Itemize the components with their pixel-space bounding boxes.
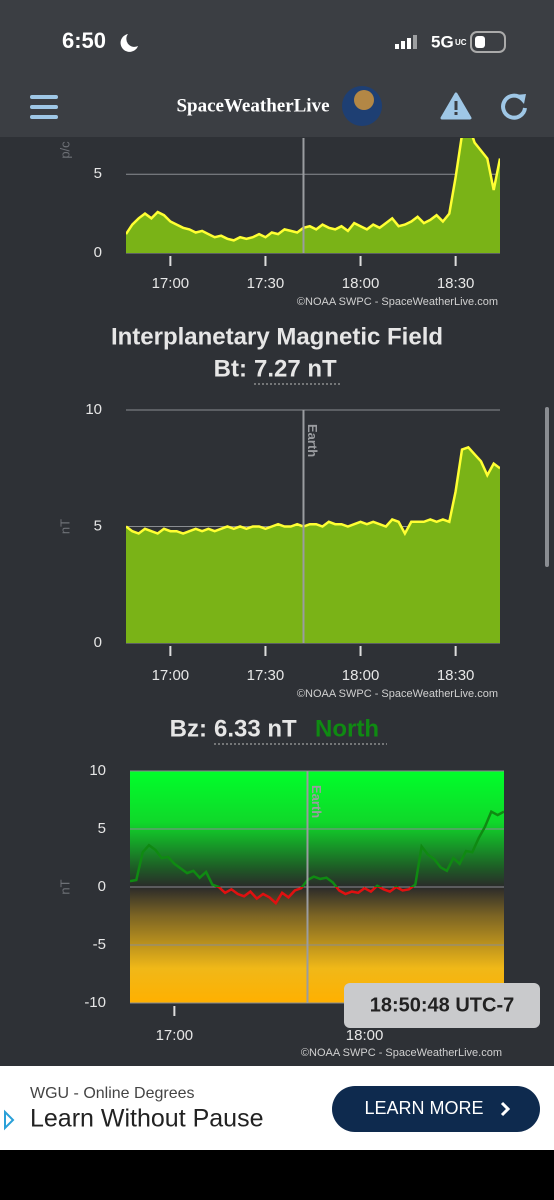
charts: 0 5 p/c 17:00 17:30 18:00 18:30 ©NOAA SWPC - Sp… (57, 138, 504, 1059)
bz-value: 6.33 nT (214, 715, 297, 742)
moon-icon (120, 34, 138, 52)
area (126, 447, 500, 643)
battery (470, 31, 506, 53)
y-tick-label: 10 (89, 762, 106, 779)
network: 5G (431, 32, 454, 51)
subtitle-label: Bt: (214, 355, 247, 382)
x-tick-label: 17:30 (247, 667, 285, 684)
chart-title: Interplanetary Magnetic Field (111, 323, 443, 350)
bz-direction: North (315, 715, 379, 742)
top-bar (0, 0, 554, 137)
menu-button[interactable] (30, 95, 58, 119)
y-tick-label: -5 (93, 936, 106, 953)
clock: 6:50 (62, 28, 106, 53)
x-tick-label: 18:30 (437, 275, 475, 292)
line (126, 138, 500, 242)
source-credit: ©NOAA SWPC - SpaceWeatherLive.com (297, 688, 498, 700)
alert-mark (454, 101, 458, 110)
y-tick-label: -10 (84, 994, 106, 1011)
x-tick-label: 18:00 (346, 1027, 384, 1044)
earth-label: Earth (305, 424, 320, 457)
network-sub: UC (455, 38, 467, 47)
line (126, 445, 500, 537)
ad-chevron (500, 1101, 511, 1117)
x-tick-label: 18:00 (342, 667, 380, 684)
y-tick-label: 5 (94, 517, 102, 534)
alert-dot (454, 112, 458, 115)
ad-button-text: LEARN MORE (364, 1098, 483, 1118)
x-tick-label: 17:00 (152, 667, 190, 684)
x-tick-label: 17:00 (156, 1027, 194, 1044)
logo-globe-detail (354, 90, 374, 110)
line (130, 809, 504, 906)
battery-level (475, 36, 485, 48)
logo[interactable]: SpaceWeatherLive (176, 95, 329, 116)
signal-icon (395, 35, 417, 49)
ad-button[interactable] (332, 1086, 540, 1132)
x-tick-label: 17:30 (247, 275, 285, 292)
scrollbar (545, 407, 549, 567)
refresh-arrow (516, 94, 526, 104)
time-badge (344, 983, 540, 1028)
ad-headline: Learn Without Pause (30, 1105, 263, 1133)
y-axis-label: nT (57, 879, 72, 894)
x-tick-label: 18:00 (342, 275, 380, 292)
y-tick-label: 0 (94, 244, 102, 261)
subtitle-value: 7.27 nT (254, 355, 337, 382)
y-tick-label: 0 (94, 634, 102, 651)
y-tick-label: 10 (85, 401, 102, 418)
home-area (0, 1150, 554, 1200)
source-credit: ©NOAA SWPC - SpaceWeatherLive.com (297, 296, 498, 308)
refresh-button[interactable] (501, 93, 527, 120)
x-tick-label: 18:30 (437, 667, 475, 684)
ad-advertiser: WGU - Online Degrees (30, 1085, 195, 1102)
x-tick-label: 17:00 (152, 275, 190, 292)
time-badge-text: 18:50:48 UTC-7 (370, 994, 515, 1016)
bz-label: Bz: (170, 715, 207, 742)
earth-label: Earth (309, 785, 324, 818)
y-axis-label: p/c (57, 141, 72, 159)
y-tick-label: 0 (98, 878, 106, 895)
y-tick-label: 5 (94, 165, 102, 182)
source-credit: ©NOAA SWPC - SpaceWeatherLive.com (301, 1047, 502, 1059)
ad-choice-icon[interactable] (4, 1109, 15, 1131)
y-tick-label: 5 (98, 820, 106, 837)
y-axis-label: nT (57, 519, 72, 534)
area (126, 138, 500, 253)
